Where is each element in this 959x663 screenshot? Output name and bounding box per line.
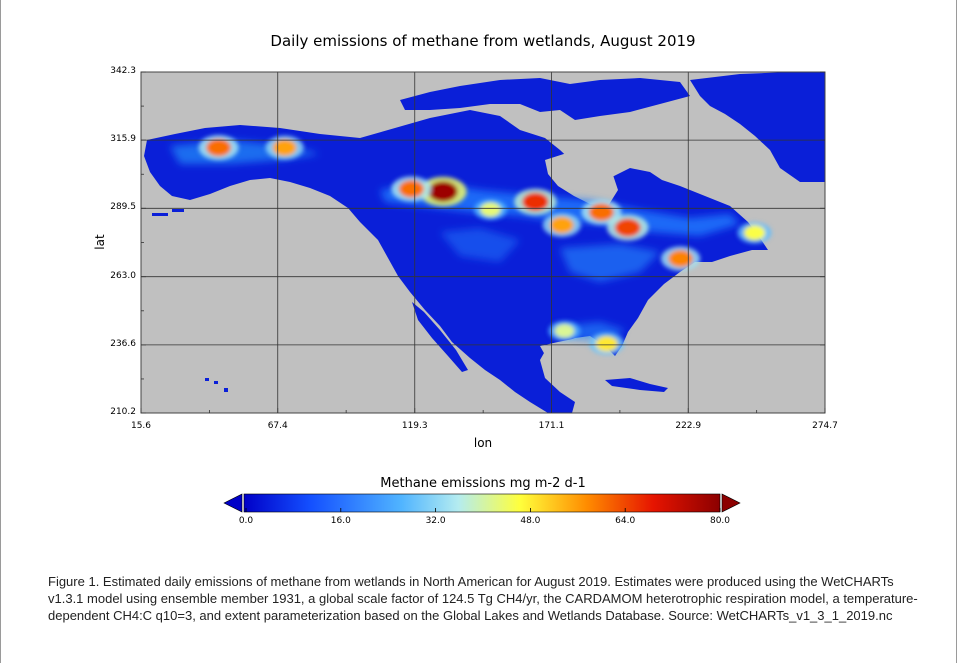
colorbar-min-arrow [223, 493, 243, 513]
colorbar-tick-label: 48.0 [520, 516, 541, 526]
x-tick-label: 15.6 [130, 421, 152, 431]
x-tick-label: 119.3 [401, 421, 428, 431]
x-tick-label: 274.7 [812, 421, 838, 431]
landmass-greenland [690, 72, 825, 182]
y-tick-label: 315.9 [110, 134, 136, 145]
figure-caption: Figure 1. Estimated daily emissions of m… [48, 574, 918, 623]
grid-lines [141, 72, 825, 413]
landmass-arctic-islands [400, 78, 690, 120]
hotspot [595, 336, 618, 352]
colorbar-max-arrow [721, 493, 741, 513]
hotspot [272, 139, 297, 156]
x-tick-label: 222.9 [675, 421, 702, 431]
colorbar-tick-label: 32.0 [425, 516, 446, 526]
hudson-bay [545, 152, 618, 206]
x-tick-label: 171.1 [538, 421, 565, 431]
hotspot [614, 218, 641, 237]
land-mask [144, 72, 825, 413]
y-tick-label: 342.3 [110, 66, 136, 76]
hotspot [206, 138, 232, 157]
baja-california [412, 302, 468, 372]
colorbar-tick-label: 0.0 [238, 516, 254, 526]
hotspot [588, 203, 614, 221]
colorbar-title: Methane emissions mg m-2 d-1 [380, 476, 586, 491]
aleutian-islands [152, 213, 168, 216]
axis-tick-marks [140, 71, 826, 414]
hotspot [743, 225, 766, 241]
hotspot-layer [198, 135, 772, 355]
hotspot [549, 216, 574, 234]
hawaii-islands [205, 378, 209, 381]
colorbar [223, 493, 741, 513]
x-tick-label: 67.4 [267, 421, 288, 431]
colorbar-gradient [243, 493, 721, 513]
colorbar-tick-marks [245, 508, 721, 512]
colorbar-tick-label: 16.0 [330, 516, 351, 526]
y-tick-label: 263.0 [110, 270, 136, 281]
colorbar-tick-label: 80.0 [709, 516, 731, 526]
hotspot [480, 202, 501, 217]
x-axis-label: lon [473, 436, 493, 450]
y-tick-label: 210.2 [110, 407, 136, 417]
hotspot [522, 192, 549, 212]
caribbean-islands [605, 378, 668, 392]
y-tick-label: 289.5 [110, 202, 136, 213]
hotspot [398, 180, 424, 198]
hotspot [554, 323, 575, 338]
hotspot [428, 181, 458, 202]
chart-plot [140, 71, 826, 513]
y-axis-label: lat [93, 234, 107, 250]
y-tick-label: 236.6 [110, 338, 136, 349]
chart-title: Daily emissions of methane from wetlands… [270, 32, 696, 50]
hotspot [668, 250, 693, 268]
colorbar-tick-label: 64.0 [615, 516, 636, 526]
